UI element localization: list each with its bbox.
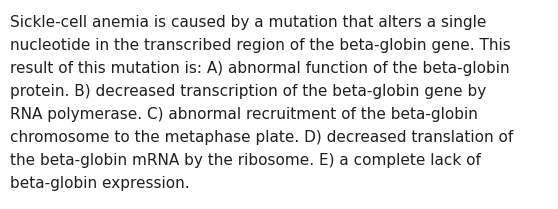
Text: chromosome to the metaphase plate. D) decreased translation of: chromosome to the metaphase plate. D) de… <box>10 130 513 145</box>
Text: result of this mutation is: A) abnormal function of the beta-globin: result of this mutation is: A) abnormal … <box>10 61 509 76</box>
Text: protein. B) decreased transcription of the beta-globin gene by: protein. B) decreased transcription of t… <box>10 84 486 99</box>
Text: RNA polymerase. C) abnormal recruitment of the beta-globin: RNA polymerase. C) abnormal recruitment … <box>10 107 478 122</box>
Text: nucleotide in the transcribed region of the beta-globin gene. This: nucleotide in the transcribed region of … <box>10 38 511 53</box>
Text: the beta-globin mRNA by the ribosome. E) a complete lack of: the beta-globin mRNA by the ribosome. E)… <box>10 153 481 168</box>
Text: Sickle-cell anemia is caused by a mutation that alters a single: Sickle-cell anemia is caused by a mutati… <box>10 15 487 30</box>
Text: beta-globin expression.: beta-globin expression. <box>10 176 190 191</box>
